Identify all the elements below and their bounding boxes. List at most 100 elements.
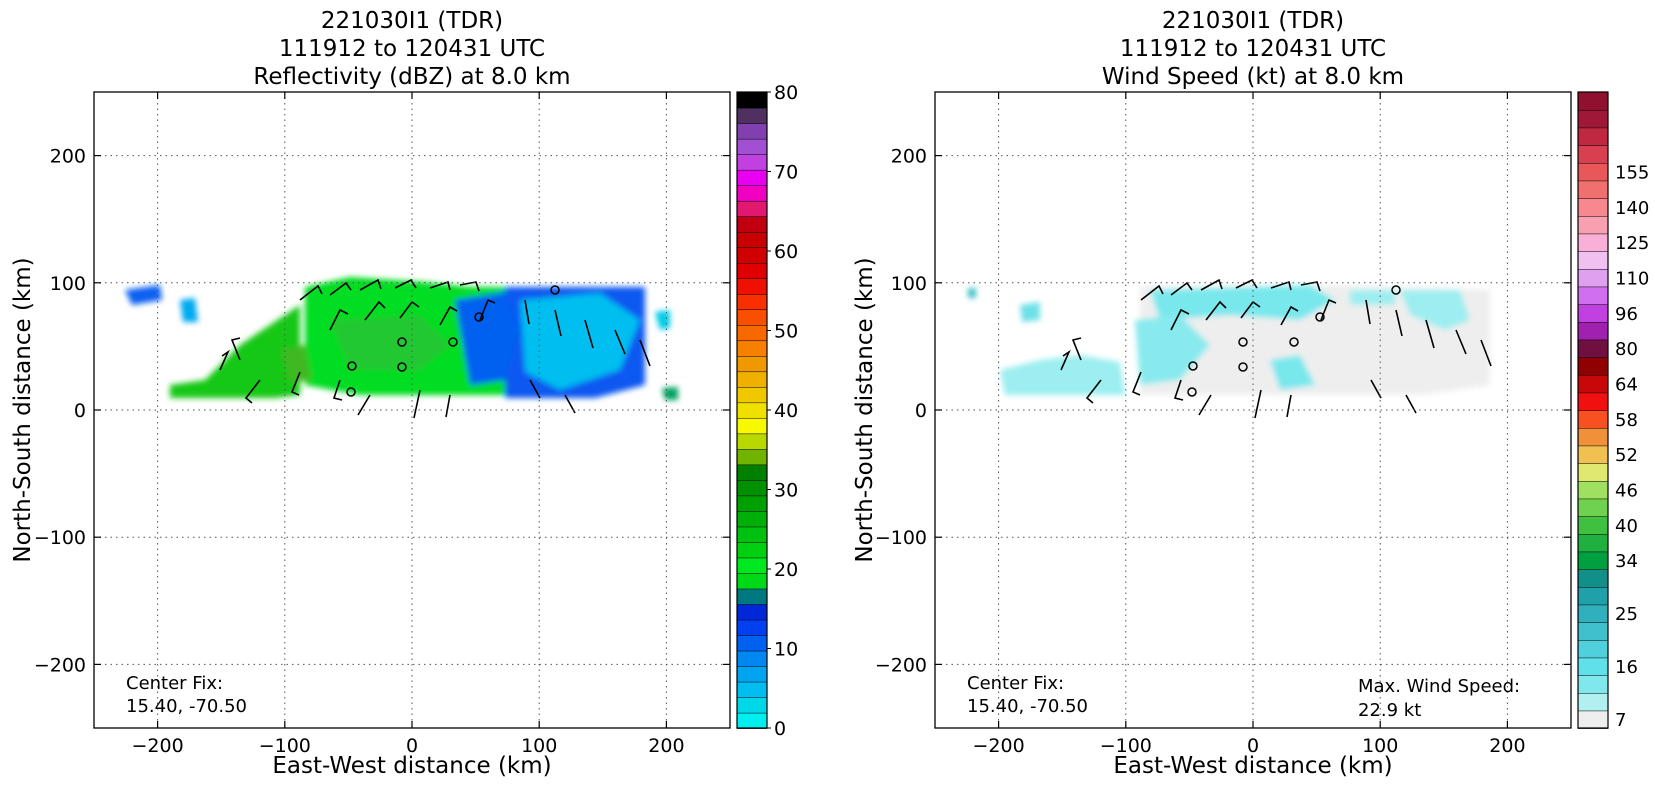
y-tick-label: −100: [875, 527, 927, 549]
colorbar-swatch: [736, 277, 768, 295]
colorbar-swatch: [1577, 180, 1609, 199]
max-wind-value: 22.9 kt: [1358, 700, 1421, 721]
y-tick-label: 100: [891, 273, 927, 295]
colorbar-swatch: [736, 433, 768, 450]
chart-title-line-2: 111912 to 120431 UTC: [1120, 36, 1386, 62]
colorbar-swatch: [736, 588, 768, 605]
colorbar-swatch: [1577, 374, 1609, 394]
colorbar-swatch: [736, 293, 768, 311]
colorbar-swatch: [1577, 392, 1609, 411]
chart-title-line-2: 111912 to 120431 UTC: [279, 36, 545, 62]
colorbar-swatch: [1577, 621, 1609, 641]
colorbar-swatch: [736, 138, 768, 155]
colorbar-swatch: [1577, 710, 1609, 729]
colorbar-swatch: [1577, 303, 1609, 323]
colorbar-tick-label: 60: [774, 241, 798, 263]
colorbar-swatch: [736, 634, 768, 652]
colorbar-swatch: [1577, 586, 1609, 606]
colorbar-swatch: [1577, 409, 1609, 429]
colorbar-tick-label: 125: [1615, 233, 1649, 254]
reflectivity-calm-circles: [346, 285, 560, 397]
colorbar-swatch: [1577, 445, 1609, 464]
colorbar-swatch: [1577, 197, 1609, 217]
colorbar-frame: [1577, 91, 1609, 729]
colorbar-swatch: [736, 355, 768, 373]
x-tick-label: −200: [132, 735, 184, 757]
colorbar-swatch: [1577, 480, 1609, 500]
colorbar-swatch: [736, 169, 768, 186]
colorbar-swatch: [1577, 144, 1609, 164]
wind-speed-panel: 221030I1 (TDR) 111912 to 120431 UTC Wind…: [852, 8, 1649, 779]
colorbar-swatch: [1577, 604, 1609, 623]
colorbar-swatch: [736, 401, 768, 419]
colorbar-swatch: [736, 619, 768, 636]
colorbar-tick-label: 25: [1615, 604, 1638, 625]
colorbar-swatch: [1577, 427, 1609, 447]
x-axis-label: East-West distance (km): [1113, 753, 1392, 779]
colorbar-swatch: [736, 526, 768, 543]
colorbar-swatch: [736, 510, 768, 528]
colorbar-swatch: [1577, 533, 1609, 553]
plot-frame: [934, 91, 1572, 729]
reflectivity-panel: 221030I1 (TDR) 111912 to 120431 UTC Refl…: [10, 8, 798, 779]
colorbar-swatch: [1577, 568, 1609, 588]
colorbar-swatch: [1577, 462, 1609, 482]
colorbar-tick-label: 0: [774, 718, 786, 740]
colorbar-tick-label: 34: [1615, 551, 1638, 572]
x-tick-label: 0: [1247, 735, 1259, 757]
colorbar-swatch: [1577, 215, 1609, 235]
colorbar-tick-label: 80: [774, 82, 798, 104]
colorbar-swatch: [1577, 551, 1609, 570]
colorbar-tick-label: 30: [774, 480, 798, 502]
colorbar-swatch: [1577, 692, 1609, 712]
y-tick-label: 200: [891, 146, 927, 168]
colorbar-swatch: [1577, 268, 1609, 288]
colorbar-tick-label: 52: [1615, 445, 1638, 466]
chart-title-line-1: 221030I1 (TDR): [321, 8, 503, 34]
colorbar-tick-label: 64: [1615, 375, 1638, 396]
colorbar-tick-label: 7: [1615, 710, 1626, 731]
colorbar-swatch: [736, 681, 768, 698]
colorbar-swatch: [1577, 109, 1609, 129]
colorbar-swatch: [736, 448, 768, 466]
x-axis-label: East-West distance (km): [272, 753, 551, 779]
colorbar-tick-label: 140: [1615, 198, 1649, 219]
chart-title-line-3: Wind Speed (kt) at 8.0 km: [1102, 64, 1404, 90]
colorbar-swatch: [1577, 162, 1609, 182]
wind-speed-calm-circles: [1187, 285, 1401, 397]
colorbar-swatch: [736, 696, 768, 714]
y-tick-label: 200: [50, 146, 86, 168]
y-tick-label: 0: [915, 400, 927, 422]
colorbar-swatch: [736, 557, 768, 574]
colorbar-tick-label: 16: [1615, 657, 1638, 678]
colorbar-swatch: [736, 572, 768, 590]
y-axis-label: North-South distance (km): [10, 257, 36, 562]
colorbar-swatch: [1577, 657, 1609, 676]
chart-title-line-3: Reflectivity (dBZ) at 8.0 km: [253, 64, 570, 90]
colorbar-swatch: [1577, 286, 1609, 305]
colorbar-swatch: [1577, 356, 1609, 376]
center-fix-label: Center Fix:: [967, 673, 1064, 694]
colorbar-swatch: [1577, 515, 1609, 535]
colorbar-swatch: [736, 479, 768, 497]
center-fix-value: 15.40, -70.50: [126, 696, 247, 717]
colorbar-tick-label: 155: [1615, 163, 1649, 184]
plot-frame: [93, 91, 731, 729]
colorbar-tick-label: 70: [774, 162, 798, 184]
max-wind-label: Max. Wind Speed:: [1358, 676, 1520, 697]
colorbar-swatch: [736, 464, 768, 481]
center-fix-label: Center Fix:: [126, 673, 223, 694]
colorbar-tick-label: 96: [1615, 304, 1638, 325]
colorbar-swatch: [736, 246, 768, 264]
colorbar-tick-label: 110: [1615, 269, 1649, 290]
colorbar-tick-label: 58: [1615, 410, 1638, 431]
colorbar-swatch: [736, 153, 768, 171]
y-tick-label: 0: [74, 400, 86, 422]
wind-speed-wind-barbs: [1060, 278, 1492, 419]
wind-speed-field: [968, 278, 1492, 419]
x-tick-label: −200: [973, 735, 1025, 757]
colorbar-swatch: [736, 122, 768, 140]
colorbar-swatch: [736, 386, 768, 404]
wind-speed-axes: −200 −100 0 100 200 −200 −100 0 100 200: [875, 92, 1571, 757]
x-tick-label: 200: [1489, 735, 1525, 757]
